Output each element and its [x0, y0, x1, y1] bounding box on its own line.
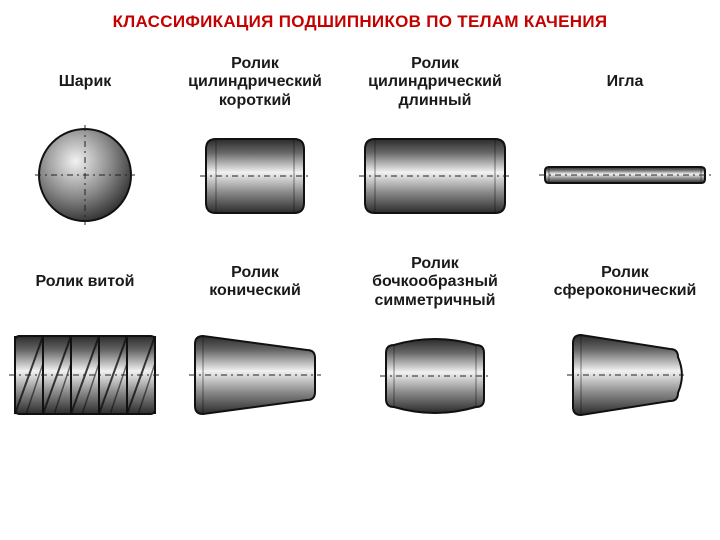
item-twisted: Ролик витой — [0, 255, 170, 455]
item-label: Шарик — [55, 55, 116, 109]
item-label: Ролик конический — [205, 255, 305, 309]
shape-cyl-long — [340, 116, 530, 236]
shape-ball — [0, 115, 170, 235]
item-label: Ролик витой — [31, 255, 138, 309]
item-cyl-short: Ролик цилиндрический короткий — [170, 55, 340, 255]
shape-spheroconical — [530, 315, 720, 435]
page-title: КЛАССИФИКАЦИЯ ПОДШИПНИКОВ ПО ТЕЛАМ КАЧЕН… — [0, 0, 720, 32]
shape-twisted — [0, 315, 170, 435]
shape-cyl-short — [170, 116, 340, 236]
item-label: Ролик сфероконический — [550, 255, 701, 309]
item-ball: Шарик — [0, 55, 170, 255]
item-cyl-long: Ролик цилиндрический длинный — [340, 55, 530, 255]
shape-barrel — [340, 316, 530, 436]
item-label: Игла — [603, 55, 648, 109]
shape-needle — [530, 115, 720, 235]
item-conical: Ролик конический — [170, 255, 340, 455]
item-label: Ролик бочкообразный симметричный — [368, 255, 502, 310]
item-label: Ролик цилиндрический короткий — [184, 55, 326, 110]
item-needle: Игла — [530, 55, 720, 255]
item-spheroconical: Ролик сфероконический — [530, 255, 720, 455]
item-barrel: Ролик бочкообразный симметричный — [340, 255, 530, 455]
diagram-grid: Шарик Ролик цилиндрический короткий Ро — [0, 55, 720, 455]
item-label: Ролик цилиндрический длинный — [364, 55, 506, 110]
shape-conical — [170, 315, 340, 435]
